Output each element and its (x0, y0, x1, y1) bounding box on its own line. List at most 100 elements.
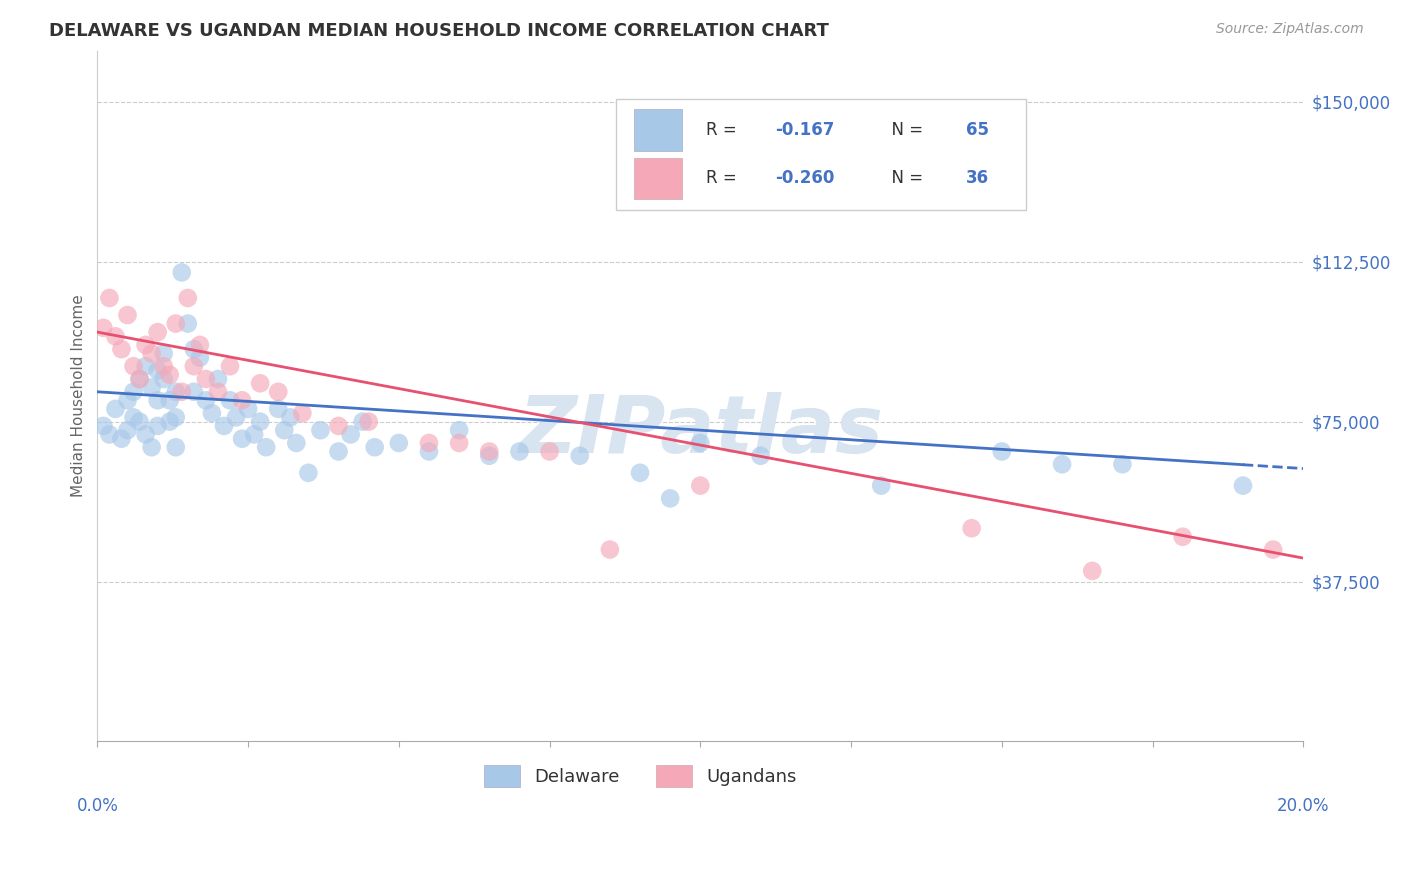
Point (538, 444, 561, 458)
Point (254, 440, 277, 454)
Point (128, 415, 150, 429)
Point (291, 406, 314, 420)
Point (146, 363, 169, 377)
Text: -0.167: -0.167 (775, 121, 835, 139)
Point (689, 478, 711, 492)
Point (207, 372, 229, 386)
Point (960, 521, 983, 535)
Point (1232, 478, 1254, 492)
Point (749, 449, 772, 463)
Point (152, 372, 174, 386)
Point (93, 321, 115, 335)
Point (328, 418, 350, 433)
Point (170, 384, 193, 399)
Point (285, 436, 308, 450)
Point (188, 338, 211, 352)
Point (689, 436, 711, 450)
Text: R =: R = (706, 121, 742, 139)
Point (194, 372, 217, 386)
Point (135, 359, 157, 374)
Point (104, 329, 127, 343)
Point (135, 338, 157, 352)
Point (177, 291, 200, 305)
Text: 0.0%: 0.0% (76, 797, 118, 815)
Bar (634, 110, 682, 151)
Point (165, 317, 187, 331)
Point (98, 427, 121, 442)
Text: R =: R = (706, 169, 742, 187)
Point (104, 401, 127, 416)
Point (207, 384, 229, 399)
Point (159, 415, 181, 429)
Point (249, 376, 271, 391)
Point (364, 440, 387, 454)
Point (219, 359, 242, 374)
Point (418, 436, 440, 450)
Point (146, 418, 169, 433)
Text: DELAWARE VS UGANDAN MEDIAN HOUSEHOLD INCOME CORRELATION CHART: DELAWARE VS UGANDAN MEDIAN HOUSEHOLD INC… (49, 22, 830, 40)
Point (141, 380, 163, 394)
Point (110, 432, 132, 446)
Point (188, 351, 211, 365)
FancyBboxPatch shape (616, 99, 1026, 210)
Point (183, 342, 205, 356)
Point (159, 368, 181, 382)
Point (122, 359, 145, 374)
Point (388, 436, 411, 450)
Point (201, 406, 224, 420)
Point (1081, 564, 1104, 578)
Point (98, 291, 121, 305)
Point (297, 466, 319, 480)
Point (599, 542, 621, 557)
Point (267, 401, 290, 416)
Text: N =: N = (882, 169, 928, 187)
Point (231, 432, 253, 446)
Point (183, 359, 205, 374)
Point (141, 346, 163, 360)
Point (273, 423, 295, 437)
Point (243, 427, 266, 442)
Y-axis label: Median Household Income: Median Household Income (72, 294, 86, 498)
Text: 65: 65 (966, 121, 988, 139)
Point (225, 410, 247, 425)
Point (146, 325, 169, 339)
Point (146, 393, 169, 408)
Text: N =: N = (882, 121, 928, 139)
Text: -0.260: -0.260 (775, 169, 835, 187)
Text: 20.0%: 20.0% (1277, 797, 1330, 815)
Point (249, 415, 271, 429)
Bar (634, 158, 682, 199)
Point (93, 418, 115, 433)
Point (165, 440, 187, 454)
Point (152, 359, 174, 374)
Point (478, 444, 501, 458)
Point (478, 449, 501, 463)
Text: Source: ZipAtlas.com: Source: ZipAtlas.com (1216, 22, 1364, 37)
Point (508, 444, 530, 458)
Point (1263, 542, 1285, 557)
Point (122, 384, 145, 399)
Point (339, 427, 361, 442)
Point (231, 393, 253, 408)
Point (159, 393, 181, 408)
Point (309, 423, 332, 437)
Point (418, 444, 440, 458)
Point (991, 444, 1014, 458)
Point (267, 384, 290, 399)
Point (117, 423, 139, 437)
Point (219, 393, 242, 408)
Point (328, 444, 350, 458)
Point (1111, 457, 1133, 471)
Point (449, 436, 471, 450)
Point (177, 317, 200, 331)
Point (870, 478, 893, 492)
Legend: Delaware, Ugandans: Delaware, Ugandans (477, 758, 804, 795)
Text: 36: 36 (966, 169, 988, 187)
Point (141, 440, 163, 454)
Point (194, 393, 217, 408)
Point (236, 401, 259, 416)
Point (122, 410, 145, 425)
Point (183, 384, 205, 399)
Point (135, 427, 157, 442)
Point (170, 265, 193, 279)
